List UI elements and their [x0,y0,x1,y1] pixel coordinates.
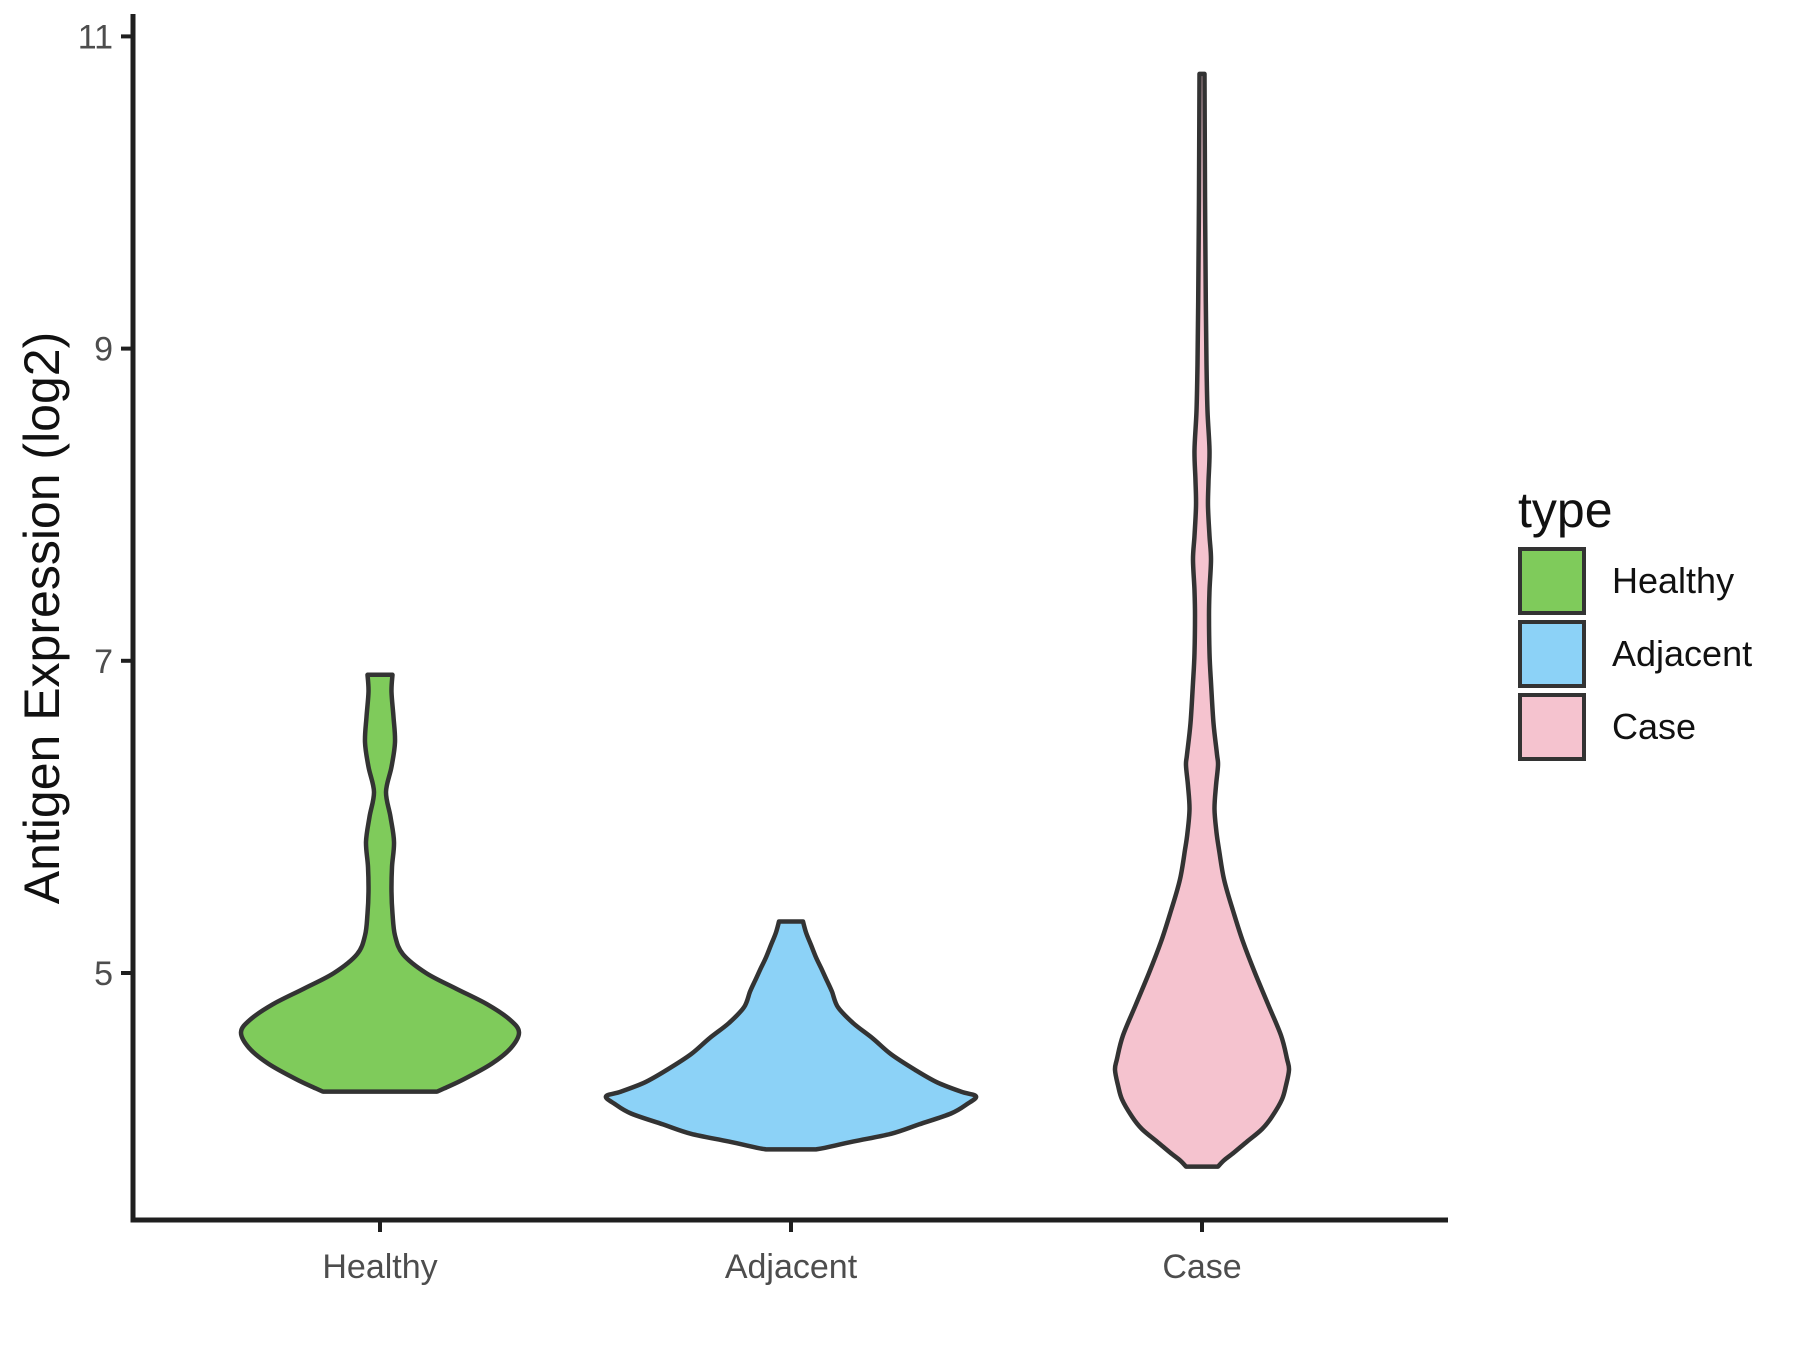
legend-items: Healthy Adjacent Case [1518,547,1752,761]
violin-healthy [238,672,522,1094]
y-tick-label: 9 [94,331,113,369]
y-tick-label: 7 [94,643,113,681]
legend-item-healthy: Healthy [1518,547,1752,615]
legend-item-adjacent: Adjacent [1518,620,1752,688]
violin-case [1112,71,1292,1169]
legend-swatch-case [1518,693,1586,761]
violin-adjacent [603,919,979,1152]
legend-title: type [1518,482,1613,538]
x-category-label: Healthy [322,1248,437,1286]
legend-swatch-healthy [1518,547,1586,615]
legend-item-label: Case [1612,706,1697,747]
legend-item-label: Adjacent [1612,633,1753,674]
y-tick-label: 5 [94,955,113,993]
x-category-label: Case [1162,1248,1241,1286]
y-axis-title: Antigen Expression (log2) [14,331,70,905]
legend-item-label: Healthy [1612,560,1735,601]
legend-item-case: Case [1518,693,1752,761]
x-category-label: Adjacent [725,1248,858,1286]
y-tick-label: 11 [78,18,113,56]
legend: type Healthy Adjacent Case [1518,483,1752,766]
legend-swatch-adjacent [1518,620,1586,688]
